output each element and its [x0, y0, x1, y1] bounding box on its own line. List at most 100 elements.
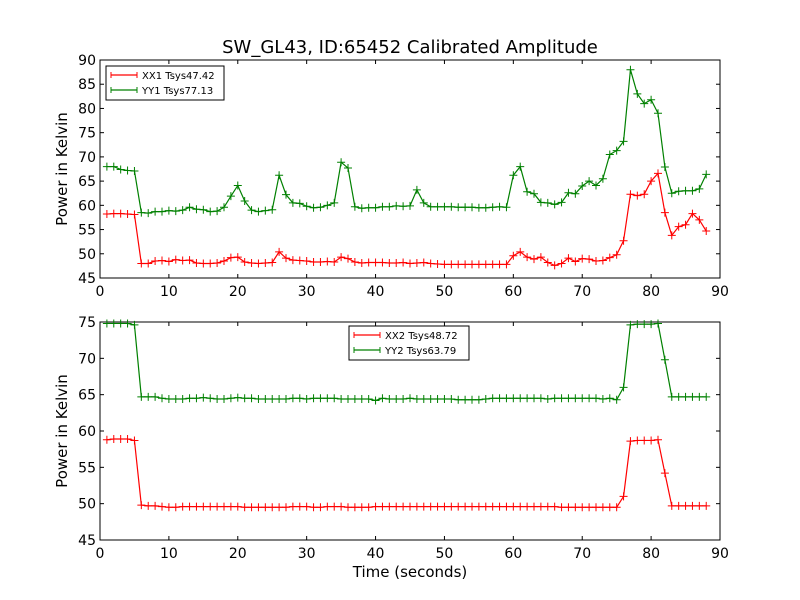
y-tick-label: 70 [78, 351, 96, 367]
data-point [385, 502, 394, 511]
data-point [357, 258, 366, 267]
data-point [474, 203, 483, 212]
data-point [667, 392, 676, 401]
data-point [468, 502, 476, 511]
data-point [571, 257, 580, 266]
data-point [330, 502, 339, 511]
y-axis-label: Power in Kelvin [53, 374, 71, 488]
data-point [268, 205, 277, 214]
data-point [213, 395, 222, 404]
data-point [240, 394, 249, 403]
y-tick-label: 90 [78, 53, 96, 69]
data-point [564, 254, 573, 263]
data-point [220, 257, 228, 266]
data-point [598, 256, 607, 265]
data-point [199, 393, 208, 402]
data-point [578, 181, 587, 190]
data-point [674, 222, 683, 231]
data-point [633, 191, 642, 200]
x-tick-label: 50 [436, 546, 454, 562]
data-point [481, 395, 490, 404]
data-point [192, 394, 201, 403]
x-tick-label: 50 [436, 284, 454, 300]
data-point [213, 502, 222, 511]
data-point [316, 258, 325, 267]
data-point [543, 198, 552, 207]
data-point [530, 255, 538, 264]
data-point [557, 198, 566, 207]
series-2 [102, 65, 711, 218]
data-point [605, 150, 614, 159]
y-tick-label: 55 [78, 223, 96, 239]
data-point [275, 171, 284, 180]
data-point [102, 162, 111, 171]
data-point [640, 436, 649, 445]
data-point [392, 201, 401, 210]
data-point [392, 395, 401, 404]
data-point [109, 319, 118, 328]
data-point [598, 503, 607, 512]
data-point [474, 260, 483, 269]
data-point [509, 251, 518, 260]
data-point [564, 188, 573, 197]
data-point [192, 502, 201, 511]
y-tick-label: 60 [78, 198, 96, 214]
top-plot-panel: 0 10 20 30 40 50 60 70 80 90 45 50 55 60 65 70 75 80 85 90 P… [53, 53, 729, 300]
x-tick-label: 80 [642, 546, 660, 562]
data-point [592, 257, 600, 266]
y-tick-label: 85 [78, 77, 96, 93]
data-point [158, 207, 166, 216]
data-point [585, 255, 594, 264]
data-point [660, 355, 669, 364]
data-point [330, 258, 339, 267]
data-point [171, 395, 180, 404]
x-tick-label: 0 [96, 546, 105, 562]
x-tick-label: 90 [711, 284, 729, 300]
data-point [247, 258, 256, 267]
x-tick-label: 30 [298, 546, 316, 562]
data-point [447, 260, 456, 269]
data-point [164, 503, 173, 512]
data-point [330, 198, 339, 207]
data-point [123, 166, 132, 175]
data-point [654, 435, 662, 444]
data-point [337, 158, 346, 167]
data-point [557, 503, 566, 512]
data-point [412, 395, 421, 404]
data-point [612, 146, 621, 155]
data-point [171, 503, 180, 512]
data-point [371, 502, 380, 511]
data-point [206, 394, 215, 403]
data-point [233, 502, 242, 511]
data-point [695, 215, 704, 224]
data-point [605, 394, 614, 403]
data-point [350, 395, 359, 404]
data-point [619, 236, 628, 245]
data-point [702, 227, 711, 236]
data-point [605, 253, 614, 262]
data-point [495, 502, 504, 511]
data-point [509, 502, 518, 511]
data-point [130, 320, 139, 329]
data-point [116, 165, 125, 174]
data-point [543, 502, 552, 511]
data-point [295, 199, 304, 208]
y-tick-label: 70 [78, 150, 96, 166]
data-point [433, 395, 442, 404]
data-point [220, 395, 228, 404]
data-point [440, 395, 449, 404]
data-point [502, 203, 511, 212]
data-point [564, 394, 573, 403]
data-point [288, 502, 297, 511]
data-point [626, 437, 635, 446]
legend-label: XX1 Tsys47.42 [142, 71, 215, 82]
data-point [357, 503, 366, 512]
data-point [344, 254, 352, 263]
data-point [640, 320, 649, 329]
data-point [275, 503, 284, 512]
data-point [674, 392, 683, 401]
data-point [337, 253, 346, 262]
data-point [206, 259, 215, 268]
data-point [151, 207, 160, 216]
data-point [578, 394, 587, 403]
